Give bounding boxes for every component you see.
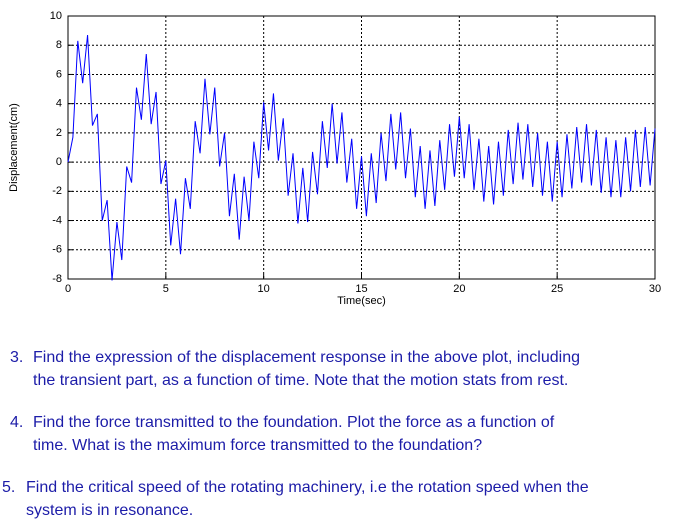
y-tick-label: -6	[52, 244, 62, 256]
y-tick-label: 4	[56, 98, 62, 110]
y-tick-label: -4	[52, 214, 62, 226]
y-tick-label: 10	[50, 10, 62, 22]
y-tick-label: -2	[52, 185, 62, 197]
question-number: 5.	[2, 479, 15, 496]
y-tick-label: -8	[52, 273, 62, 285]
question-text: Find the force transmitted to the founda…	[33, 414, 555, 431]
x-tick-label: 0	[65, 283, 71, 295]
question-number: 3.	[10, 349, 23, 366]
question-number: 4.	[10, 414, 23, 431]
question-text: the transient part, as a function of tim…	[33, 372, 568, 389]
x-axis-label: Time(sec)	[337, 295, 385, 307]
y-tick-label: 0	[56, 156, 62, 168]
questions: 3. Find the expression of the displacemen…	[2, 349, 589, 519]
question-text: Find the expression of the displacement …	[33, 349, 580, 366]
x-tick-label: 25	[551, 283, 563, 295]
y-axis-label: Displacement(cm)	[8, 103, 20, 192]
plot-frame	[67, 15, 656, 280]
x-tick-label: 5	[163, 283, 169, 295]
y-tick-label: 2	[56, 127, 62, 139]
question-text: system is in resonance.	[26, 502, 193, 519]
x-tick-label: 15	[355, 283, 367, 295]
x-tick-label: 20	[453, 283, 465, 295]
y-tick-label: 6	[56, 68, 62, 80]
x-tick-label: 10	[258, 283, 270, 295]
data-line	[67, 34, 656, 281]
x-tick-label: 30	[649, 283, 661, 295]
question-text: Find the critical speed of the rotating …	[26, 479, 589, 496]
question-text: time. What is the maximum force transmit…	[33, 437, 482, 454]
y-tick-label: 8	[56, 39, 62, 51]
plot: -8 -6 -4 -2 0 2 4 6 8 10 0 5 10 15 20 25 30 Time(sec) Disp…	[8, 10, 661, 307]
